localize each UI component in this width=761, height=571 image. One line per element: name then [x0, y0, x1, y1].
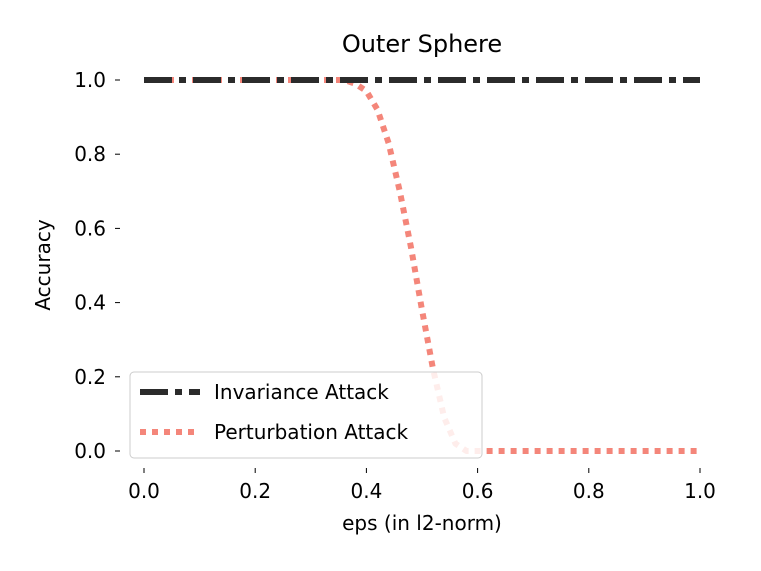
series-layer [144, 77, 700, 454]
x-tick-label: 1.0 [684, 479, 716, 503]
y-tick-label: 0.4 [74, 291, 106, 315]
x-axis: 0.0 0.2 0.4 0.6 0.8 1.0 [128, 468, 716, 503]
y-axis-label: Accuracy [31, 219, 55, 310]
legend-label-invariance: Invariance Attack [214, 380, 389, 404]
x-tick-label: 0.0 [128, 479, 160, 503]
y-tick-label: 1.0 [74, 68, 106, 92]
y-tick-label: 0.0 [74, 439, 106, 463]
x-tick-label: 0.2 [239, 479, 271, 503]
legend-label-perturbation: Perturbation Attack [214, 420, 409, 444]
legend: Invariance Attack Perturbation Attack [129, 371, 483, 459]
x-tick-label: 0.4 [350, 479, 382, 503]
legend-box [129, 371, 483, 459]
x-tick-label: 0.6 [462, 479, 494, 503]
x-axis-label: eps (in l2-norm) [342, 511, 502, 535]
x-tick-label: 0.8 [573, 479, 605, 503]
y-tick-label: 0.2 [74, 365, 106, 389]
y-tick-label: 0.8 [74, 142, 106, 166]
chart-title: Outer Sphere [342, 30, 502, 58]
series-line [144, 77, 700, 454]
y-axis: 0.0 0.2 0.4 0.6 0.8 1.0 [74, 68, 120, 463]
y-tick-label: 0.6 [74, 216, 106, 240]
